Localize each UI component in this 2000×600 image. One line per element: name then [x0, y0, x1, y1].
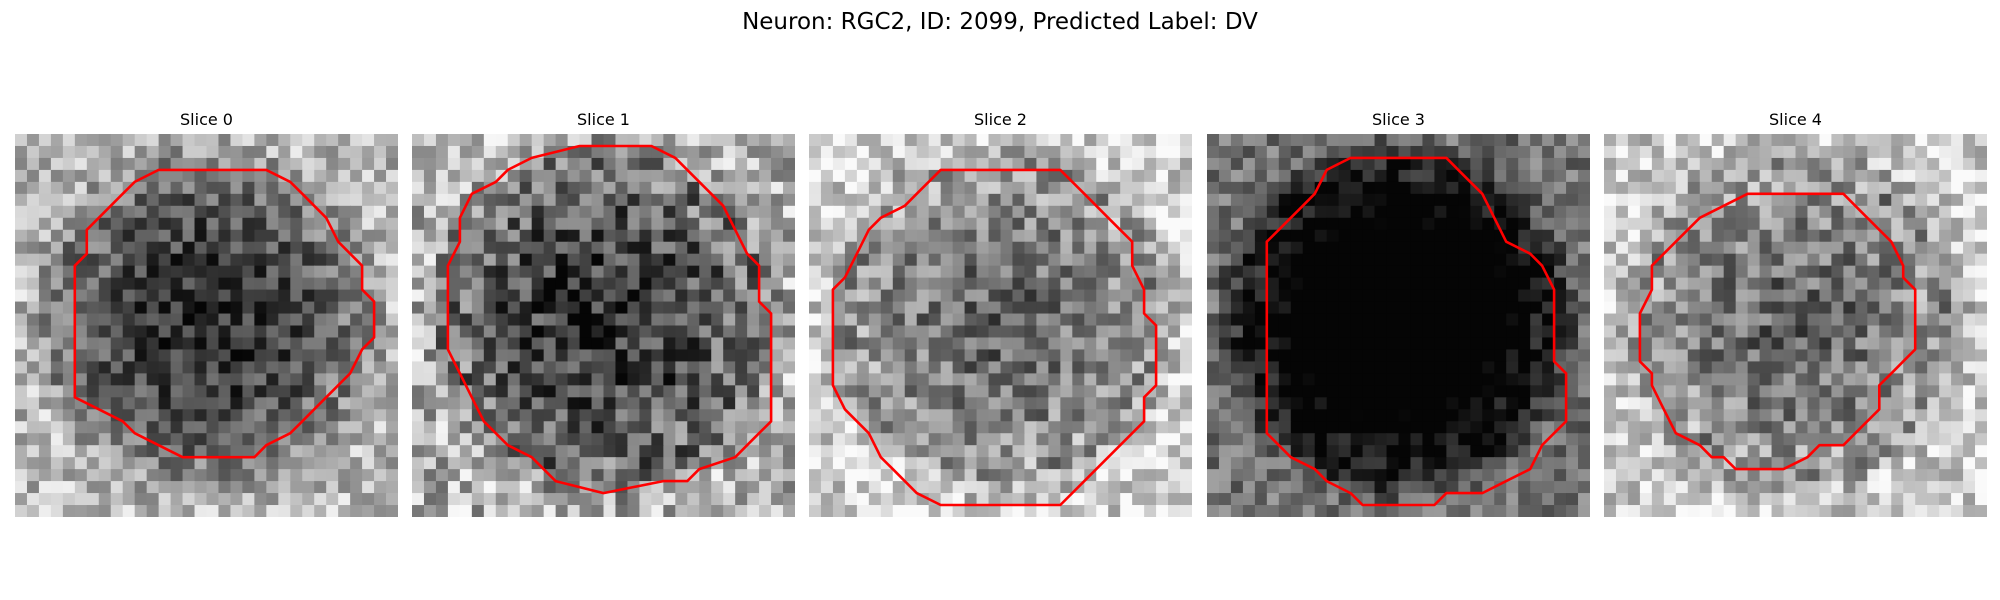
slice-title-4: Slice 4: [1769, 110, 1822, 129]
slice-panel-3: [1207, 134, 1590, 517]
grayscale-pixel-grid: [809, 134, 1192, 517]
grayscale-pixel-grid: [15, 134, 398, 517]
slice-image-2: [809, 134, 1192, 517]
slice-title-2: Slice 2: [974, 110, 1027, 129]
slice-panel-4: [1604, 134, 1987, 517]
slice-image-3: [1207, 134, 1590, 517]
slice-title-3: Slice 3: [1372, 110, 1425, 129]
slice-panel-1: [412, 134, 795, 517]
slice-image-0: [15, 134, 398, 517]
slice-title-0: Slice 0: [180, 110, 233, 129]
slice-panel-2: [809, 134, 1192, 517]
grayscale-pixel-grid: [1604, 134, 1987, 517]
figure-title: Neuron: RGC2, ID: 2099, Predicted Label:…: [742, 9, 1258, 35]
grayscale-pixel-grid: [412, 134, 795, 517]
red-polygon-outline-1: [446, 144, 773, 495]
slice-title-1: Slice 1: [577, 110, 630, 129]
slice-image-1: [412, 134, 795, 517]
red-polygon-outline-0: [73, 168, 376, 459]
red-polygon-outline-2: [831, 168, 1158, 507]
red-polygon-outline-4: [1638, 192, 1917, 471]
grayscale-pixel-grid: [1207, 134, 1590, 517]
slice-image-4: [1604, 134, 1987, 517]
red-polygon-outline-3: [1265, 156, 1568, 507]
slice-panel-0: [15, 134, 398, 517]
